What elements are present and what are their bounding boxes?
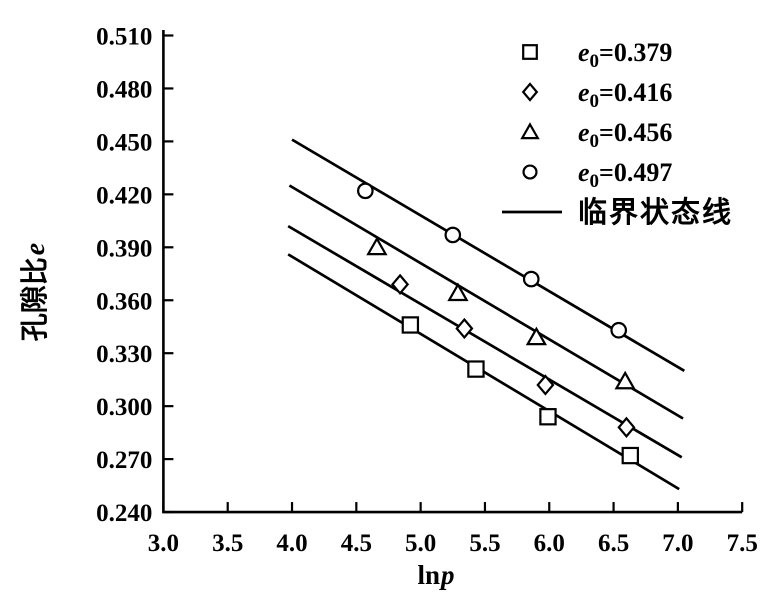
y-axis-tick-label: 0.450: [96, 129, 152, 156]
data-point-triangle: [525, 326, 548, 346]
critical-state-line: [287, 224, 683, 459]
y-axis-tick-label: 0.300: [96, 394, 152, 421]
data-point-circle: [522, 270, 540, 288]
legend-label-csl: 临界状态线: [578, 195, 733, 229]
y-axis-tick-label: 0.390: [96, 235, 152, 262]
data-point-triangle: [614, 370, 636, 390]
x-axis-label: lnp: [417, 560, 454, 590]
data-point-circle: [357, 182, 374, 200]
data-point-diamond: [391, 273, 410, 296]
data-point-square: [401, 316, 420, 334]
data-point-circle: [444, 226, 462, 244]
data-point-diamond: [455, 317, 474, 340]
legend-marker-square: [522, 44, 538, 60]
x-axis-tick-label: 4.0: [276, 530, 307, 557]
critical-state-line: [288, 184, 684, 420]
y-axis-tick-label: 0.270: [96, 447, 152, 474]
data-point-square: [467, 360, 485, 378]
legend-label-circle: e0=0.497: [578, 158, 672, 192]
legend-label-square: e0=0.379: [578, 38, 672, 72]
x-axis-tick-label: 3.5: [212, 530, 243, 557]
data-point-diamond: [617, 416, 636, 438]
y-axis-tick-label: 0.510: [96, 24, 152, 51]
legend-label-diamond: e0=0.416: [578, 78, 672, 112]
y-axis-tick-label: 0.480: [96, 76, 152, 103]
data-point-diamond: [536, 374, 555, 396]
data-point-square: [539, 408, 557, 426]
y-axis-tick-label: 0.240: [96, 500, 152, 527]
data-point-triangle: [447, 282, 469, 302]
legend-marker-diamond: [521, 82, 539, 102]
x-axis-tick-label: 7.0: [662, 530, 693, 557]
y-axis-tick-label: 0.420: [96, 182, 152, 209]
y-axis-tick-label: 0.330: [96, 341, 152, 368]
x-axis-tick-label: 7.5: [727, 530, 758, 557]
x-axis-tick-label: 6.5: [598, 530, 629, 557]
legend-marker-circle: [522, 164, 538, 180]
y-axis-label: 孔隙比e: [19, 243, 51, 341]
x-axis-tick-label: 3.0: [148, 530, 179, 557]
x-axis-tick-label: 4.5: [341, 530, 372, 557]
x-axis-tick-label: 6.0: [534, 530, 565, 557]
y-axis-tick-label: 0.360: [96, 288, 152, 315]
data-point-circle: [610, 321, 628, 339]
legend-label-triangle: e0=0.456: [578, 118, 672, 152]
data-point-square: [621, 446, 639, 465]
legend-marker-triangle: [520, 122, 540, 140]
x-axis-tick-label: 5.5: [469, 530, 500, 557]
x-axis-tick-label: 5.0: [405, 530, 436, 557]
data-point-triangle: [366, 236, 388, 256]
